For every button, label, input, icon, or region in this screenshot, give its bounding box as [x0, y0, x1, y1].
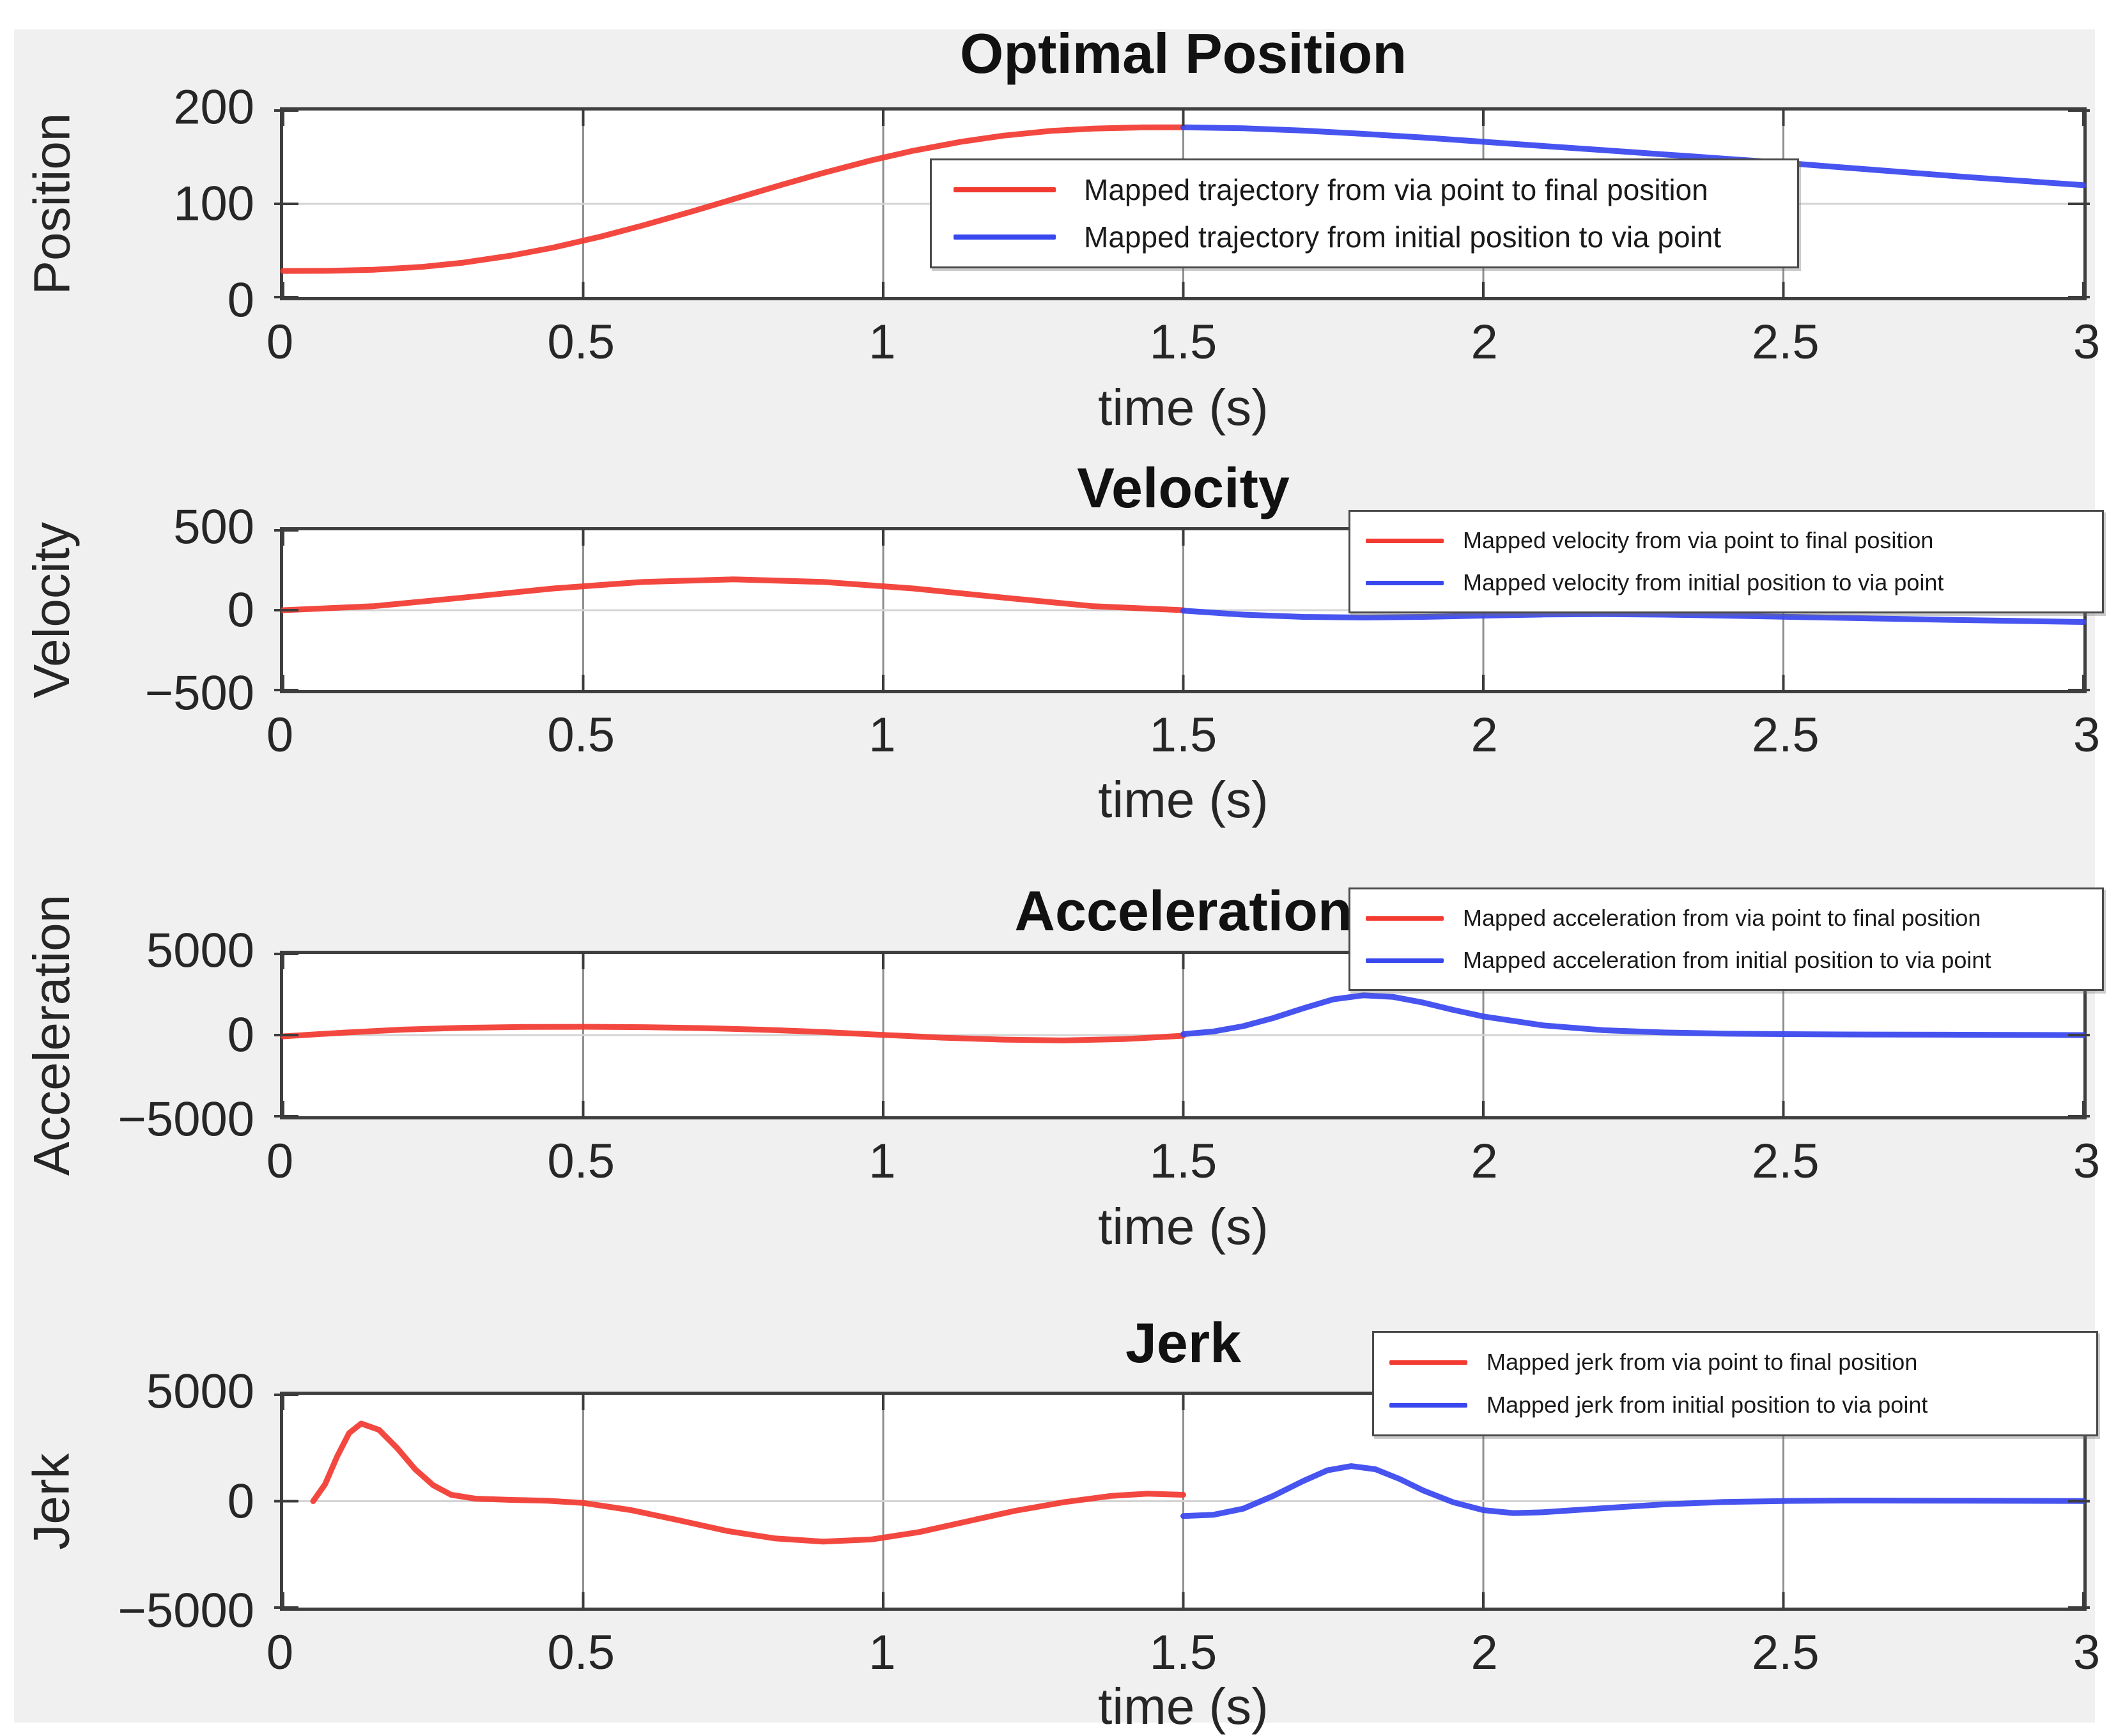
x-tick-label: 0 [266, 1625, 294, 1680]
x-axis-label: time (s) [1098, 379, 1269, 436]
legend-entry: Mapped trajectory from via point to fina… [932, 173, 1797, 207]
x-tick-label: 1 [869, 708, 896, 762]
y-tick-label: 100 [173, 176, 254, 231]
y-tick-label: 0 [227, 1474, 254, 1528]
x-tick-label: 3 [2073, 315, 2101, 369]
legend-line-sample-red [954, 187, 1056, 193]
y-tick-label: 5000 [146, 1364, 254, 1419]
x-axis-label: time (s) [1098, 1678, 1269, 1735]
legend-line-sample-red [1389, 1360, 1467, 1365]
x-tick-label: 0.5 [547, 1625, 615, 1680]
y-tick-labels: −5000 0 5000 [0, 924, 263, 1147]
chart-title: Jerk [1125, 1311, 1242, 1374]
y-tick-label: 200 [173, 80, 254, 135]
x-tick-label: 3 [2073, 708, 2101, 762]
y-tick-label: −5000 [118, 1583, 254, 1638]
legend-line-sample-blue [954, 234, 1056, 240]
x-tick-label: 1 [869, 315, 896, 369]
x-tick-label: 0.5 [547, 1134, 615, 1188]
legend-line-sample-red [1366, 538, 1444, 543]
x-tick-labels: 0 0.5 1 1.5 2 2.5 3 [267, 314, 2100, 375]
legend-entry-label: Mapped velocity from via point to final … [1463, 527, 1934, 553]
legend-entry: Mapped velocity from initial position to… [1350, 569, 2102, 596]
chart-title: Optimal Position [959, 22, 1407, 85]
legend-entry-label: Mapped trajectory from via point to fina… [1084, 173, 1708, 207]
y-tick-labels: −5000 0 5000 [0, 1365, 263, 1638]
x-tick-label: 1 [869, 1134, 896, 1188]
x-tick-label: 1.5 [1149, 708, 1217, 762]
y-tick-label: 0 [227, 1008, 254, 1063]
x-tick-label: 0 [266, 315, 294, 369]
x-tick-labels: 0 0.5 1 1.5 2 2.5 3 [267, 1133, 2100, 1194]
legend: Mapped velocity from via point to final … [1348, 510, 2104, 613]
legend-entry-label: Mapped jerk from via point to final posi… [1487, 1349, 1918, 1375]
x-tick-label: 2 [1471, 1625, 1498, 1680]
x-tick-label: 0 [266, 1134, 294, 1188]
chart-title: Velocity [1077, 456, 1290, 519]
x-tick-labels: 0 0.5 1 1.5 2 2.5 3 [267, 707, 2100, 768]
legend-entry-label: Mapped trajectory from initial position … [1084, 220, 1722, 254]
legend-entry-label: Mapped velocity from initial position to… [1463, 569, 1944, 595]
x-tick-label: 0.5 [547, 315, 615, 369]
y-tick-labels: −500 0 500 [0, 500, 263, 721]
y-tick-label: 0 [227, 583, 254, 638]
y-tick-labels: 0 100 200 [0, 81, 263, 328]
legend-entry: Mapped jerk from via point to final posi… [1374, 1349, 2096, 1376]
legend: Mapped trajectory from via point to fina… [930, 158, 1799, 268]
legend-entry-label: Mapped acceleration from via point to fi… [1463, 905, 1981, 931]
x-tick-label: 2 [1471, 1134, 1498, 1188]
y-tick-label: −5000 [118, 1092, 254, 1147]
legend: Mapped acceleration from via point to fi… [1348, 887, 2104, 991]
plot-area [274, 951, 2090, 1119]
x-tick-labels: 0 0.5 1 1.5 2 2.5 3 [267, 1625, 2100, 1686]
legend-line-sample-blue [1366, 958, 1444, 963]
y-tick-label: 0 [227, 273, 254, 328]
x-tick-label: 2 [1471, 708, 1498, 762]
x-tick-label: 1.5 [1149, 1625, 1217, 1680]
legend-entry: Mapped velocity from via point to final … [1350, 527, 2102, 554]
legend-line-sample-blue [1389, 1402, 1467, 1408]
x-tick-label: 1.5 [1149, 1134, 1217, 1188]
legend-line-sample-red [1366, 916, 1444, 921]
y-tick-label: 5000 [146, 923, 254, 978]
x-tick-label: 0.5 [547, 708, 615, 762]
plot-area [274, 1392, 2090, 1611]
x-axis-label: time (s) [1098, 771, 1269, 828]
legend-entry: Mapped trajectory from initial position … [932, 220, 1797, 254]
x-tick-label: 2.5 [1752, 1134, 1819, 1188]
x-tick-label: 1.5 [1149, 315, 1217, 369]
x-tick-label: 1 [869, 1625, 896, 1680]
x-tick-label: 2.5 [1752, 708, 1819, 762]
legend-entry-label: Mapped acceleration from initial positio… [1463, 947, 1991, 973]
legend-line-sample-blue [1366, 580, 1444, 585]
y-tick-label: 500 [173, 500, 254, 555]
legend-entry: Mapped acceleration from via point to fi… [1350, 905, 2102, 932]
legend-entry-label: Mapped jerk from initial position to via… [1487, 1392, 1928, 1418]
plot-canvas [274, 952, 2090, 1118]
x-tick-label: 3 [2073, 1625, 2101, 1680]
legend-entry: Mapped acceleration from initial positio… [1350, 947, 2102, 974]
x-tick-label: 2.5 [1752, 1625, 1819, 1680]
x-tick-label: 3 [2073, 1134, 2101, 1188]
x-axis-label: time (s) [1098, 1198, 1269, 1255]
legend-entry: Mapped jerk from initial position to via… [1374, 1392, 2096, 1418]
chart-title: Acceleration [1014, 879, 1352, 942]
x-tick-label: 2 [1471, 315, 1498, 369]
x-tick-label: 0 [266, 708, 294, 762]
y-tick-label: −500 [144, 666, 254, 721]
plot-canvas [274, 1393, 2090, 1609]
x-tick-label: 2.5 [1752, 315, 1819, 369]
legend: Mapped jerk from via point to final posi… [1372, 1331, 2098, 1436]
